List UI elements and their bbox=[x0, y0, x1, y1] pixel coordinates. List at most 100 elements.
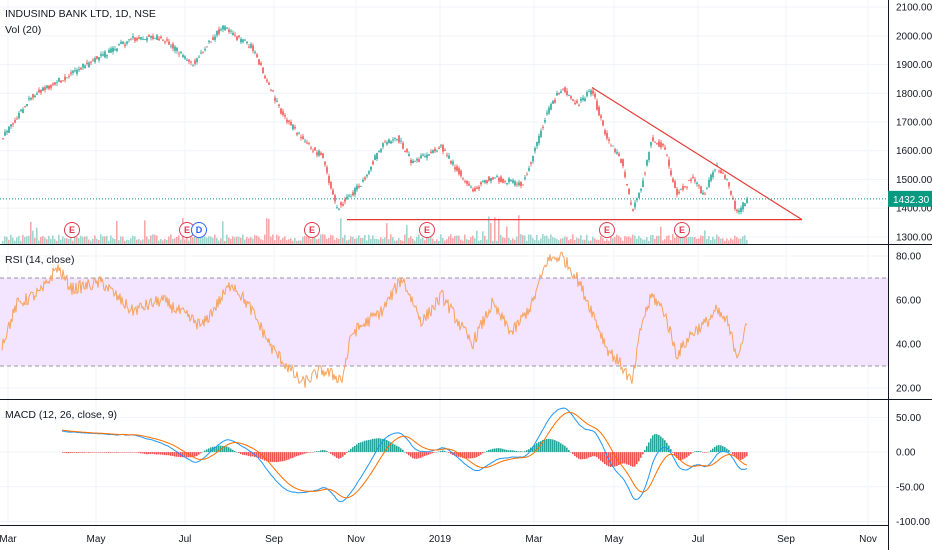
macd-hist-bar bbox=[690, 452, 692, 454]
volume-bar bbox=[270, 236, 272, 244]
trendline[interactable] bbox=[591, 87, 803, 221]
macd-hist-bar bbox=[410, 452, 412, 457]
macd-hist-bar bbox=[184, 452, 186, 458]
volume-bar bbox=[344, 234, 346, 244]
volume-bar bbox=[450, 234, 452, 244]
volume-bar bbox=[366, 240, 368, 244]
volume-bar bbox=[88, 239, 90, 244]
volume-bar bbox=[120, 236, 122, 244]
volume-bar bbox=[574, 239, 576, 244]
trendlines[interactable] bbox=[347, 87, 803, 221]
volume-bar bbox=[596, 239, 598, 244]
earnings-marker[interactable] bbox=[419, 222, 435, 238]
volume-bar bbox=[128, 240, 130, 244]
macd-hist-bar bbox=[496, 448, 498, 453]
candle-body bbox=[244, 39, 246, 41]
earnings-marker[interactable] bbox=[599, 222, 615, 238]
macd-hist-bar bbox=[622, 452, 624, 464]
candle-body bbox=[532, 155, 534, 162]
volume-bar bbox=[594, 238, 596, 244]
volume-bar bbox=[310, 239, 312, 244]
volume-bar bbox=[152, 234, 154, 244]
volume-bar bbox=[184, 239, 186, 244]
volume-bar bbox=[660, 226, 662, 244]
volume-bar bbox=[608, 240, 610, 244]
time-scale[interactable]: Mar May Jul Sep Nov 2019 Mar May Jul Sep Nov bbox=[0, 534, 877, 545]
candle-body bbox=[634, 202, 636, 208]
volume-bar bbox=[522, 235, 524, 244]
volume-bar bbox=[208, 236, 210, 244]
candle-body bbox=[432, 150, 434, 154]
price-scale[interactable]: 2100.00 2000.00 1900.00 1800.00 1700.00 1600.… bbox=[896, 3, 932, 528]
volume-bar bbox=[454, 236, 456, 244]
candle-body bbox=[734, 201, 736, 210]
macd-hist-bar bbox=[576, 452, 578, 458]
macd-hist-bar bbox=[146, 452, 148, 455]
volume-bar bbox=[300, 240, 302, 244]
earnings-marker[interactable] bbox=[64, 222, 80, 238]
macd-hist-bar bbox=[464, 452, 466, 459]
macd-hist-bar bbox=[130, 452, 132, 453]
macd-hist-bar bbox=[300, 452, 302, 455]
macd-tick-label: 50.00 bbox=[896, 413, 921, 424]
volume-bar bbox=[134, 236, 136, 244]
volume-bar bbox=[508, 237, 510, 244]
macd-hist-bar bbox=[132, 452, 134, 453]
candle-body bbox=[722, 172, 724, 174]
candle-body bbox=[590, 90, 592, 95]
volume-bar bbox=[96, 238, 98, 244]
volume-bar bbox=[168, 236, 170, 244]
symbol-title[interactable]: INDUSIND BANK LTD, 1D, NSE bbox=[5, 8, 156, 20]
volume-bar bbox=[738, 238, 740, 244]
candle-body bbox=[546, 112, 548, 114]
price-tick-label: 1400.00 bbox=[896, 204, 932, 215]
macd-hist-bar bbox=[420, 452, 422, 458]
volume-bar bbox=[530, 234, 532, 244]
macd-hist-bar bbox=[436, 451, 438, 453]
macd-hist-bar bbox=[416, 452, 418, 459]
macd-hist-bar bbox=[518, 451, 520, 453]
volume-bar bbox=[216, 237, 218, 244]
volume-bar bbox=[218, 240, 220, 244]
volume-bar bbox=[160, 239, 162, 244]
macd-hist-bar bbox=[454, 452, 456, 456]
time-tick-label: Jul bbox=[179, 534, 192, 545]
macd-hist-bar bbox=[298, 452, 300, 456]
rsi-label[interactable]: RSI (14, close) bbox=[5, 254, 74, 266]
dividend-marker[interactable] bbox=[191, 222, 207, 238]
macd-hist-bar bbox=[450, 452, 452, 454]
volume-bar bbox=[672, 234, 674, 244]
candle-body bbox=[200, 52, 202, 54]
candle-body bbox=[610, 145, 612, 147]
macd-hist-bar bbox=[290, 452, 292, 459]
event-marker-label: E bbox=[184, 225, 190, 235]
candle-body bbox=[618, 153, 620, 157]
volume-bar bbox=[512, 238, 514, 244]
volume-bar bbox=[12, 237, 14, 244]
macd-hist-bar bbox=[742, 452, 744, 460]
candle-body bbox=[628, 188, 630, 194]
macd-hist-bar bbox=[704, 452, 706, 453]
macd-label[interactable]: MACD (12, 26, close, 9) bbox=[5, 409, 117, 421]
volume-bar bbox=[546, 235, 548, 244]
macd-hist-bar bbox=[218, 445, 220, 453]
volume-bar bbox=[380, 237, 382, 244]
macd-hist-bar bbox=[612, 452, 614, 468]
volume-bar bbox=[510, 240, 512, 244]
macd-hist-bar bbox=[694, 451, 696, 453]
macd-hist-bar bbox=[722, 446, 724, 453]
earnings-marker[interactable] bbox=[674, 222, 690, 238]
macd-hist-bar bbox=[296, 452, 298, 457]
volume-bar bbox=[222, 221, 224, 244]
volume-bar bbox=[176, 236, 178, 244]
candle-body bbox=[76, 69, 78, 74]
candle-body bbox=[414, 161, 416, 162]
earnings-marker[interactable] bbox=[304, 222, 320, 238]
volume-bar bbox=[634, 235, 636, 244]
macd-panel[interactable] bbox=[0, 400, 888, 525]
volume-bar bbox=[438, 240, 440, 244]
candle-body bbox=[394, 137, 396, 139]
volume-label[interactable]: Vol (20) bbox=[5, 24, 41, 36]
